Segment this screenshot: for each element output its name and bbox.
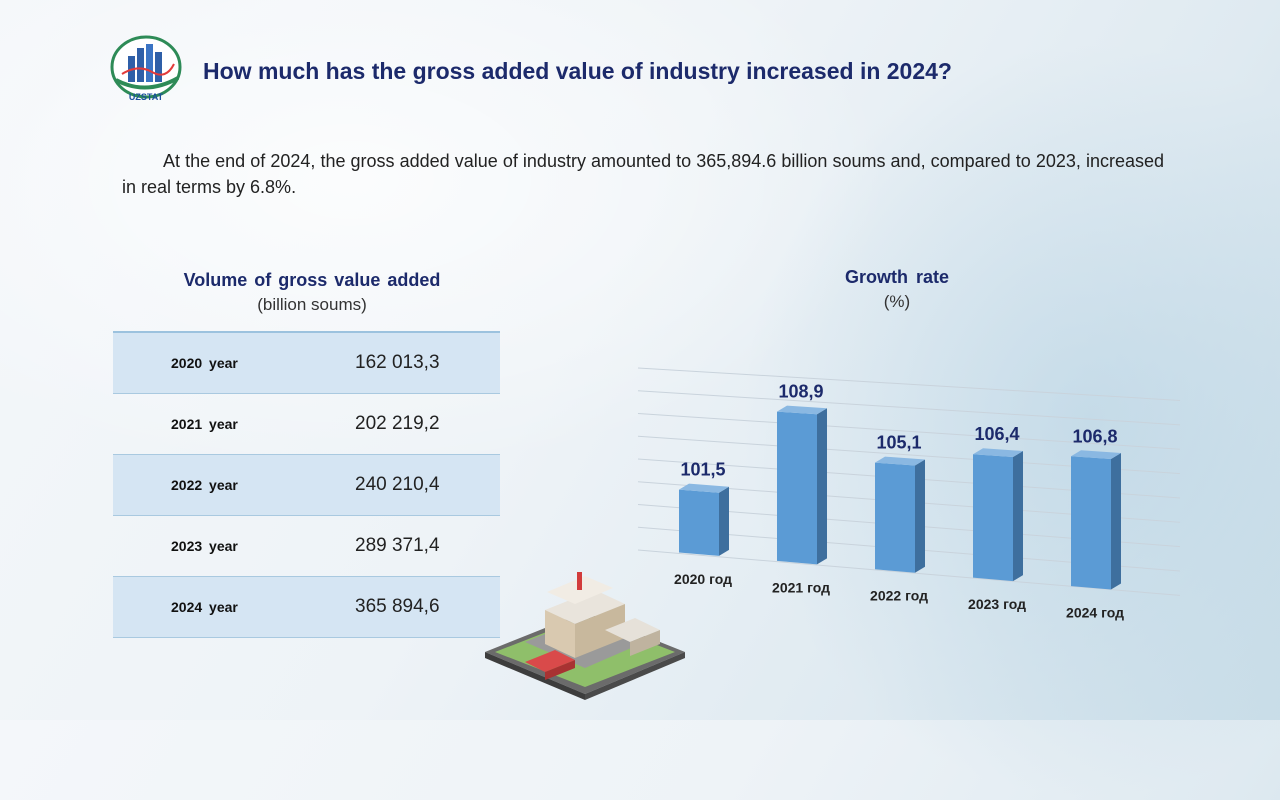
row-value: 202 219,2 bbox=[355, 413, 440, 434]
table-row: 2020 year 162 013,3 bbox=[113, 333, 500, 394]
page-title: How much has the gross added value of in… bbox=[203, 58, 952, 84]
bar-front bbox=[973, 454, 1013, 582]
bar-side bbox=[817, 408, 827, 565]
gridline bbox=[637, 549, 1181, 596]
row-year: 2024 year bbox=[171, 599, 238, 615]
bar-value-label: 106,4 bbox=[974, 424, 1019, 444]
row-year: 2023 year bbox=[171, 538, 238, 554]
logo-text: UZSTAT bbox=[129, 92, 164, 102]
bar-top bbox=[679, 483, 729, 493]
row-value: 289 371,4 bbox=[355, 535, 440, 556]
chart-title: Growth rate bbox=[844, 267, 949, 287]
gridline bbox=[637, 367, 1181, 401]
bar-top bbox=[1071, 450, 1121, 460]
category-label: 2024 год bbox=[1066, 605, 1124, 621]
bar-0 bbox=[679, 483, 729, 556]
chart-heading: Growth rate (%) bbox=[797, 267, 997, 312]
row-year: 2021 year bbox=[171, 416, 238, 432]
growth-rate-chart: 101,5 2020 год 108,9 2021 год 105,1 2022 год 1… bbox=[637, 367, 1181, 621]
table-row: 2021 year 202 219,2 bbox=[113, 394, 500, 455]
bar-front bbox=[875, 462, 915, 573]
row-value: 240 210,4 bbox=[355, 474, 440, 495]
table-row: 2024 year 365 894,6 bbox=[113, 577, 500, 638]
category-label: 2023 год bbox=[968, 596, 1026, 612]
bar-top bbox=[875, 456, 925, 466]
bar-3 bbox=[973, 448, 1023, 582]
bar-value-label: 101,5 bbox=[680, 460, 725, 480]
row-value: 365 894,6 bbox=[355, 596, 440, 617]
bar-4 bbox=[1071, 450, 1121, 590]
table-heading: Volume of gross value added (billion sou… bbox=[112, 270, 512, 315]
row-value: 162 013,3 bbox=[355, 352, 440, 373]
table-row: 2022 year 240 210,4 bbox=[113, 455, 500, 516]
bar-2 bbox=[875, 456, 925, 573]
factory-illustration bbox=[485, 572, 685, 700]
bar-side bbox=[915, 459, 925, 573]
bar-front bbox=[1071, 456, 1111, 590]
intro-paragraph: At the end of 2024, the gross added valu… bbox=[122, 151, 1164, 197]
category-label: 2020 год bbox=[674, 571, 732, 587]
gva-table: 2020 year 162 013,3 2021 year 202 219,2 … bbox=[113, 331, 500, 638]
bar-front bbox=[777, 411, 817, 565]
bar-1 bbox=[777, 405, 827, 565]
bar-top bbox=[973, 448, 1023, 458]
row-year: 2022 year bbox=[171, 477, 238, 493]
bar-top bbox=[777, 405, 827, 415]
bar-value-label: 106,8 bbox=[1072, 426, 1117, 446]
uzstat-logo: UZSTAT bbox=[110, 35, 182, 102]
bar-side bbox=[719, 486, 729, 556]
gridline bbox=[637, 390, 1181, 426]
bar-side bbox=[1013, 451, 1023, 582]
gridline bbox=[637, 413, 1181, 450]
bar-side bbox=[1111, 453, 1121, 590]
bar-front bbox=[679, 489, 719, 556]
category-label: 2021 год bbox=[772, 579, 830, 595]
table-row: 2023 year 289 371,4 bbox=[113, 516, 500, 577]
bar-value-label: 105,1 bbox=[876, 433, 921, 453]
table-unit: (billion soums) bbox=[257, 295, 367, 314]
category-label: 2022 год bbox=[870, 588, 928, 604]
row-year: 2020 year bbox=[171, 355, 238, 371]
table-title: Volume of gross value added bbox=[183, 270, 441, 290]
chart-unit: (%) bbox=[883, 292, 911, 311]
bar-value-label: 108,9 bbox=[778, 382, 823, 402]
